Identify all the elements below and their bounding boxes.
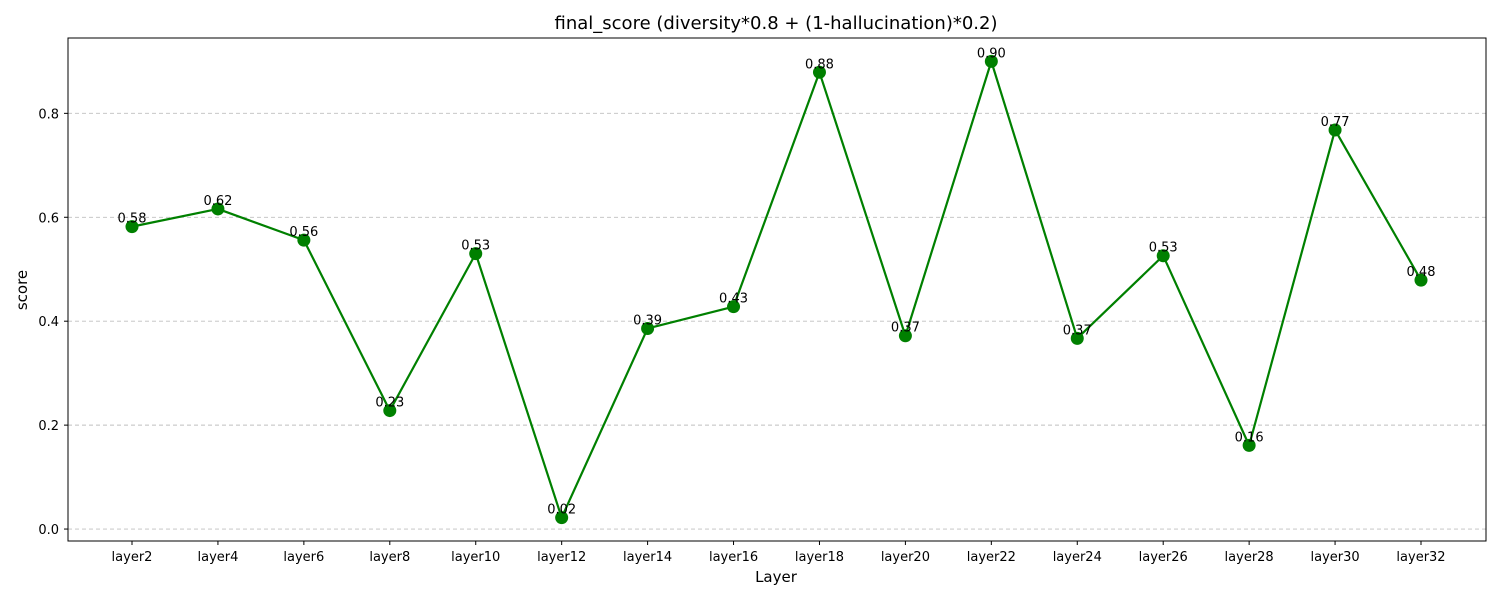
data-point: [1242, 438, 1256, 452]
data-label: 0.77: [1321, 115, 1350, 130]
data-label: 0.02: [547, 503, 576, 518]
data-point: [211, 202, 225, 216]
x-tick-label: layer12: [537, 550, 586, 565]
data-point: [125, 220, 139, 234]
x-tick-label: layer28: [1225, 550, 1274, 565]
x-tick-label: layer32: [1396, 550, 1445, 565]
data-point: [1414, 273, 1428, 287]
data-point: [297, 233, 311, 247]
x-tick-label: layer18: [795, 550, 844, 565]
data-point: [555, 511, 569, 525]
data-point: [383, 404, 397, 418]
data-point-markers: [125, 54, 1428, 525]
x-tick-label: layer16: [709, 550, 758, 565]
data-point: [984, 54, 998, 68]
plot-area-frame: [67, 37, 1487, 542]
x-tick-label: layer22: [967, 550, 1016, 565]
x-tick-label: layer26: [1139, 550, 1188, 565]
data-labels: 0.58 0.62 0.56 0.23 0.53 0.02 0.39 0.43 0.88 0.37…: [118, 46, 1436, 517]
data-label: 0.90: [977, 46, 1006, 61]
series-line: [131, 60, 1422, 519]
grid-lines: [68, 112, 1486, 530]
data-point: [469, 247, 483, 261]
y-tick-label: 0.8: [38, 107, 59, 122]
chart-title: final_score (diversity*0.8 + (1-hallucin…: [555, 13, 998, 34]
x-tick-label: layer10: [451, 550, 500, 565]
data-label: 0.43: [719, 292, 748, 307]
data-label: 0.39: [633, 313, 662, 328]
data-label: 0.53: [461, 239, 490, 254]
x-tick-label: layer2: [112, 550, 153, 565]
data-label: 0.37: [1063, 323, 1092, 338]
data-point: [1070, 331, 1084, 345]
x-tick-label: layer8: [369, 550, 410, 565]
data-label: 0.58: [118, 212, 147, 227]
y-axis-ticks: 0.0 0.2 0.4 0.6 0.8: [38, 107, 68, 538]
x-axis-label: Layer: [755, 568, 798, 586]
data-point: [641, 321, 655, 335]
x-tick-label: layer24: [1053, 550, 1102, 565]
data-label: 0.37: [891, 321, 920, 336]
data-label: 0.23: [375, 396, 404, 411]
data-label: 0.16: [1235, 430, 1264, 445]
y-tick-label: 0.6: [38, 211, 59, 226]
data-label: 0.62: [203, 194, 232, 209]
data-point: [1156, 249, 1170, 263]
x-tick-label: layer14: [623, 550, 672, 565]
data-point: [812, 65, 826, 79]
data-point: [898, 329, 912, 343]
data-point: [1328, 123, 1342, 137]
y-axis-label: score: [13, 270, 31, 310]
x-tick-label: layer6: [283, 550, 324, 565]
x-tick-label: layer30: [1310, 550, 1359, 565]
series-line-layer: [131, 60, 1422, 519]
y-tick-label: 0.4: [38, 315, 59, 330]
data-label: 0.53: [1149, 241, 1178, 256]
y-tick-label: 0.2: [38, 419, 59, 434]
x-tick-label: layer4: [197, 550, 238, 565]
x-tick-label: layer20: [881, 550, 930, 565]
data-label: 0.48: [1407, 265, 1436, 280]
data-label: 0.88: [805, 57, 834, 72]
x-axis-ticks: layer2 layer4 layer6 layer8 layer10 layer12 la…: [112, 541, 1446, 565]
data-label: 0.56: [289, 225, 318, 240]
data-point: [727, 300, 741, 314]
y-tick-label: 0.0: [38, 523, 59, 538]
